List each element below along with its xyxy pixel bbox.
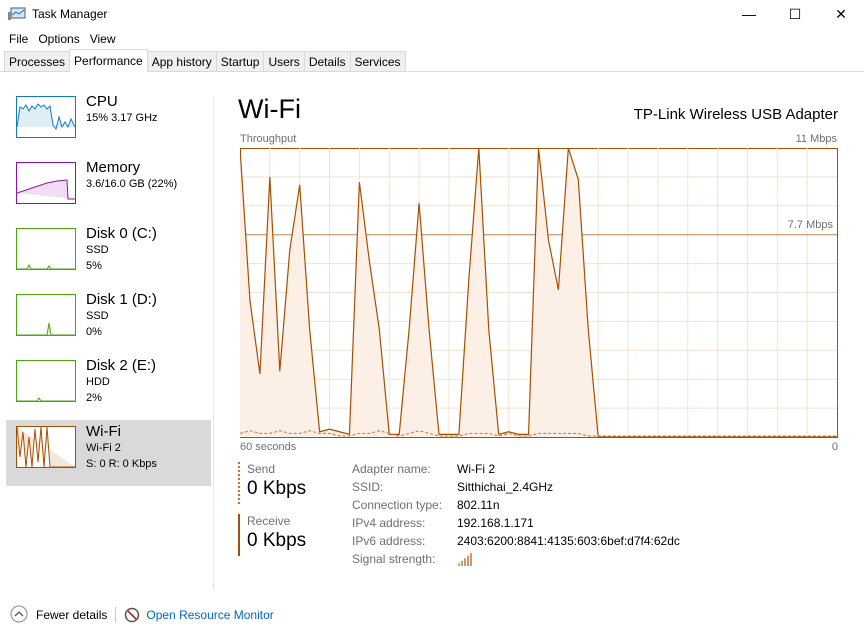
task-manager-icon xyxy=(8,7,26,20)
property-row: IPv6 address: 2403:6200:8841:4135:603:6be… xyxy=(352,534,680,552)
receive-value: 0 Kbps xyxy=(247,530,307,551)
adapter-name: TP-Link Wireless USB Adapter xyxy=(633,106,838,123)
sidebar-item-wi-fi[interactable]: Wi-Fi Wi-Fi 2 S: 0 R: 0 Kbps xyxy=(6,420,211,486)
mini-graph xyxy=(16,162,76,204)
sidebar-item-detail: 3.6/16.0 GB (22%) xyxy=(86,178,178,190)
property-row: Connection type: 802.11n xyxy=(352,498,680,516)
tab-bar: Processes Performance App history Startu… xyxy=(0,49,864,72)
tab-performance[interactable]: Performance xyxy=(69,49,148,72)
property-row: IPv4 address: 192.168.1.171 xyxy=(352,516,680,534)
throughput-graph xyxy=(240,148,838,438)
menu-bar: File Options View xyxy=(0,28,864,50)
sidebar-item-name: CPU xyxy=(86,93,118,110)
sidebar-item-name: Disk 2 (E:) xyxy=(86,357,157,374)
mini-graph xyxy=(16,228,76,270)
chevron-up-icon[interactable] xyxy=(10,605,30,625)
sidebar-item-detail: Wi-Fi 2 xyxy=(86,442,121,454)
sidebar-item-detail-2: 5% xyxy=(86,260,102,272)
tab-users[interactable]: Users xyxy=(263,51,305,71)
property-row: Adapter name: Wi-Fi 2 xyxy=(352,462,680,480)
close-button[interactable]: ✕ xyxy=(835,5,847,22)
sidebar-item-name: Memory xyxy=(86,159,141,176)
maximize-button[interactable]: ☐ xyxy=(788,5,802,22)
menu-options[interactable]: Options xyxy=(38,32,80,46)
graph-x-left: 60 seconds xyxy=(239,441,298,453)
receive-label: Receive xyxy=(247,514,291,528)
property-label: Adapter name: xyxy=(352,462,431,476)
sidebar-item-cpu[interactable]: CPU 15% 3.17 GHz xyxy=(6,90,211,156)
sidebar-item-detail: 15% 3.17 GHz xyxy=(86,112,158,124)
property-value: 192.168.1.171 xyxy=(457,516,534,530)
sidebar-item-disk-2-e[interactable]: Disk 2 (E:) HDD 2% xyxy=(6,354,211,420)
sidebar-item-detail: SSD xyxy=(86,310,109,322)
tab-services[interactable]: Services xyxy=(349,51,406,71)
property-row: SSID: Sitthichai_2.4GHz xyxy=(352,480,680,498)
property-label: Signal strength: xyxy=(352,552,436,566)
property-value: Sitthichai_2.4GHz xyxy=(457,480,554,494)
property-value: 802.11n xyxy=(457,498,500,512)
property-row: Signal strength: xyxy=(352,552,680,570)
sidebar-item-disk-0-c[interactable]: Disk 0 (C:) SSD 5% xyxy=(6,222,211,288)
window-title: Task Manager xyxy=(32,7,108,21)
property-label: SSID: xyxy=(352,480,384,494)
property-label: Connection type: xyxy=(352,498,443,512)
sidebar-item-disk-1-d[interactable]: Disk 1 (D:) SSD 0% xyxy=(6,288,211,354)
tab-app-history[interactable]: App history xyxy=(146,51,217,71)
mini-graph xyxy=(16,294,76,336)
send-label: Send xyxy=(247,462,276,476)
tab-startup[interactable]: Startup xyxy=(215,51,265,71)
graph-mid-label: 7.7 Mbps xyxy=(786,219,834,231)
title-bar: Task Manager xyxy=(0,0,864,28)
signal-strength-icon xyxy=(458,553,472,566)
sidebar-item-name: Disk 1 (D:) xyxy=(86,291,157,308)
graph-label: Throughput xyxy=(239,133,298,145)
adapter-properties: Adapter name: Wi-Fi 2 SSID: Sitthichai_2.4G… xyxy=(352,462,680,570)
resource-sidebar: CPU 15% 3.17 GHz Memory 3.6/16.0 GB (22%… xyxy=(6,90,211,486)
sidebar-item-detail: SSD xyxy=(86,244,109,256)
mini-graph xyxy=(16,426,76,468)
sidebar-item-detail-2: S: 0 R: 0 Kbps xyxy=(86,458,157,470)
mini-graph xyxy=(16,96,76,138)
property-value: 2403:6200:8841:4135:603:6bef:d7f4:62dc xyxy=(457,534,680,548)
resource-monitor-icon xyxy=(125,607,140,623)
send-line xyxy=(240,430,837,437)
minimize-button[interactable]: — xyxy=(742,6,756,22)
page-title: Wi-Fi xyxy=(238,94,301,124)
receive-line xyxy=(240,148,837,438)
mini-graph xyxy=(16,360,76,402)
sidebar-item-memory[interactable]: Memory 3.6/16.0 GB (22%) xyxy=(6,156,211,222)
fewer-details-button[interactable]: Fewer details xyxy=(36,608,108,622)
tab-details[interactable]: Details xyxy=(303,51,351,71)
receive-area xyxy=(240,148,837,437)
divider xyxy=(213,96,214,590)
send-stat: Send 0 Kbps xyxy=(238,462,306,504)
tab-processes[interactable]: Processes xyxy=(4,51,71,71)
sidebar-item-name: Disk 0 (C:) xyxy=(86,225,157,242)
graph-x-right: 0 xyxy=(830,441,839,453)
open-resource-monitor-link[interactable]: Open Resource Monitor xyxy=(146,608,274,622)
sidebar-item-detail: HDD xyxy=(86,376,110,388)
graph-max-label: 11 Mbps xyxy=(794,133,838,145)
menu-view[interactable]: View xyxy=(89,32,116,46)
menu-file[interactable]: File xyxy=(9,32,29,46)
sidebar-item-detail-2: 2% xyxy=(86,392,102,404)
detail-panel: Wi-Fi TP-Link Wireless USB Adapter xyxy=(238,94,838,125)
receive-stat: Receive 0 Kbps xyxy=(238,514,306,556)
send-value: 0 Kbps xyxy=(247,478,307,499)
property-label: IPv4 address: xyxy=(352,516,426,530)
sidebar-item-name: Wi-Fi xyxy=(86,423,121,440)
property-value: Wi-Fi 2 xyxy=(457,462,495,476)
property-label: IPv6 address: xyxy=(352,534,426,548)
sidebar-item-detail-2: 0% xyxy=(86,326,102,338)
